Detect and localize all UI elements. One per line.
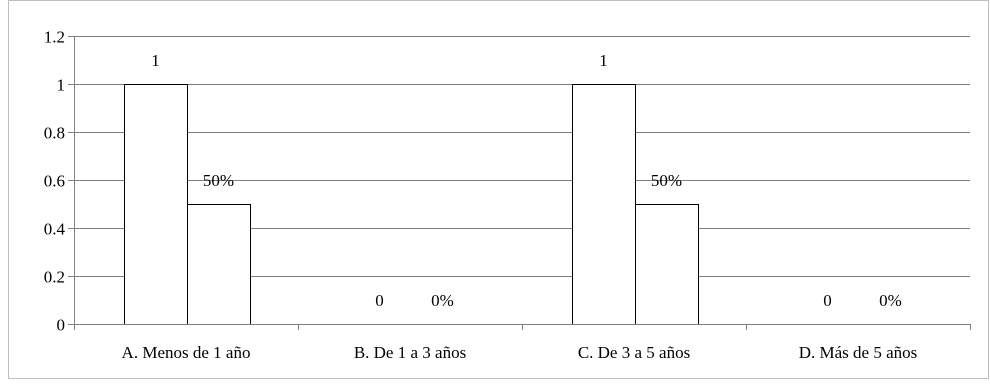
axes — [68, 36, 971, 330]
bar — [124, 84, 188, 325]
category-label: D. Más de 5 años — [799, 343, 918, 362]
labels: 0 0.2 0.4 0.6 0.8 1 1.2 A. Menos de 1 año 1 50% B.… — [44, 28, 918, 363]
y-tick-label: 1 — [57, 76, 66, 95]
y-tick-label: 1.2 — [44, 28, 65, 47]
bar — [187, 204, 251, 325]
y-tick-label: 0.6 — [44, 172, 65, 191]
bars — [124, 84, 699, 325]
y-tick-label: 0.8 — [44, 124, 65, 143]
bar — [572, 84, 636, 325]
data-label: 0 — [375, 291, 384, 310]
y-tick-label: 0.2 — [44, 268, 65, 287]
data-label: 0% — [431, 291, 454, 310]
category-label: C. De 3 a 5 años — [578, 343, 690, 362]
bar — [635, 204, 699, 325]
data-label: 0% — [879, 291, 902, 310]
category-label: B. De 1 a 3 años — [354, 343, 466, 362]
data-label: 0 — [823, 291, 832, 310]
y-tick-label: 0 — [57, 316, 66, 335]
category-label: A. Menos de 1 año — [122, 343, 251, 362]
data-label: 1 — [599, 51, 608, 70]
data-label: 50% — [651, 171, 682, 190]
data-label: 50% — [203, 171, 234, 190]
y-tick-label: 0.4 — [44, 220, 66, 239]
data-label: 1 — [151, 51, 160, 70]
